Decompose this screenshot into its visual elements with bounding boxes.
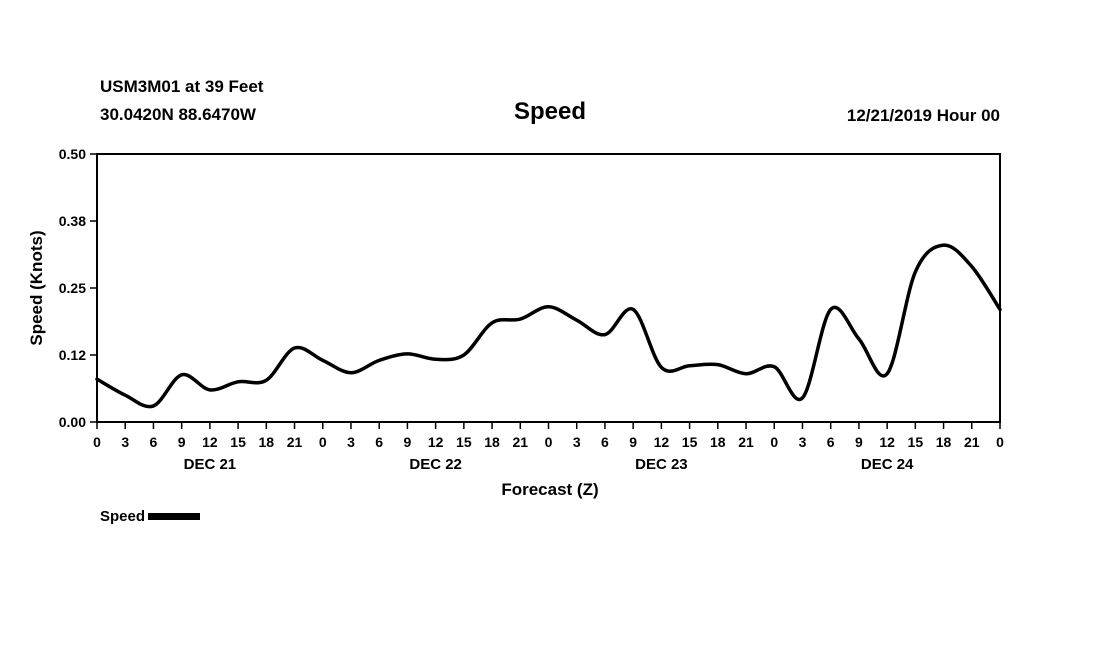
- x-tick-label: 15: [908, 434, 924, 450]
- station-id: USM3M01 at 39 Feet: [100, 77, 264, 96]
- station-coordinates: 30.0420N 88.6470W: [100, 105, 256, 124]
- y-tick-label: 0.50: [59, 146, 86, 162]
- x-tick-label: 18: [259, 434, 275, 450]
- x-tick-label: 0: [545, 434, 553, 450]
- x-tick-label: 6: [601, 434, 609, 450]
- x-tick-label: 0: [319, 434, 327, 450]
- x-tick-label: 0: [770, 434, 778, 450]
- legend: Speed: [100, 508, 201, 525]
- x-axis-title: Forecast (Z): [501, 480, 599, 499]
- x-tick-label: 0: [996, 434, 1004, 450]
- day-label: DEC 21: [184, 456, 237, 473]
- x-tick-label: 21: [738, 434, 754, 450]
- forecast-datetime: 12/21/2019 Hour 00: [846, 106, 1000, 125]
- x-tick-label: 3: [573, 434, 581, 450]
- day-label: DEC 22: [409, 456, 462, 473]
- x-tick-label: 0: [93, 434, 101, 450]
- x-tick-label: 9: [629, 434, 637, 450]
- legend-line-swatch: [148, 513, 201, 520]
- y-tick-label: 0.00: [59, 414, 86, 430]
- legend-label: Speed: [100, 508, 146, 525]
- x-tick-label: 18: [710, 434, 726, 450]
- x-tick-label: 3: [121, 434, 129, 450]
- x-tick-label: 15: [682, 434, 698, 450]
- y-tick-label: 0.12: [59, 347, 86, 363]
- x-tick-label: 12: [202, 434, 218, 450]
- x-tick-label: 3: [799, 434, 807, 450]
- x-tick-label: 9: [404, 434, 412, 450]
- chart-title: Speed: [513, 98, 587, 125]
- day-label: DEC 24: [861, 456, 914, 473]
- x-tick-label: 12: [428, 434, 444, 450]
- x-tick-label: 21: [512, 434, 528, 450]
- x-tick-label: 12: [654, 434, 670, 450]
- x-tick-label: 6: [827, 434, 835, 450]
- x-tick-label: 12: [879, 434, 895, 450]
- x-tick-label: 18: [936, 434, 952, 450]
- x-tick-label: 18: [484, 434, 500, 450]
- x-tick-label: 6: [150, 434, 158, 450]
- speed-series-line: [95, 243, 1002, 409]
- x-tick-label: 3: [347, 434, 355, 450]
- y-axis-title: Speed (Knots): [27, 230, 46, 346]
- x-tick-label: 9: [855, 434, 863, 450]
- x-tick-label: 9: [178, 434, 186, 450]
- y-tick-label: 0.38: [59, 213, 86, 229]
- x-tick-label: 15: [230, 434, 246, 450]
- x-tick-label: 21: [287, 434, 303, 450]
- x-tick-label: 6: [375, 434, 383, 450]
- day-label: DEC 23: [635, 456, 688, 473]
- x-tick-label: 15: [456, 434, 472, 450]
- y-tick-label: 0.25: [59, 280, 86, 296]
- x-tick-label: 21: [964, 434, 980, 450]
